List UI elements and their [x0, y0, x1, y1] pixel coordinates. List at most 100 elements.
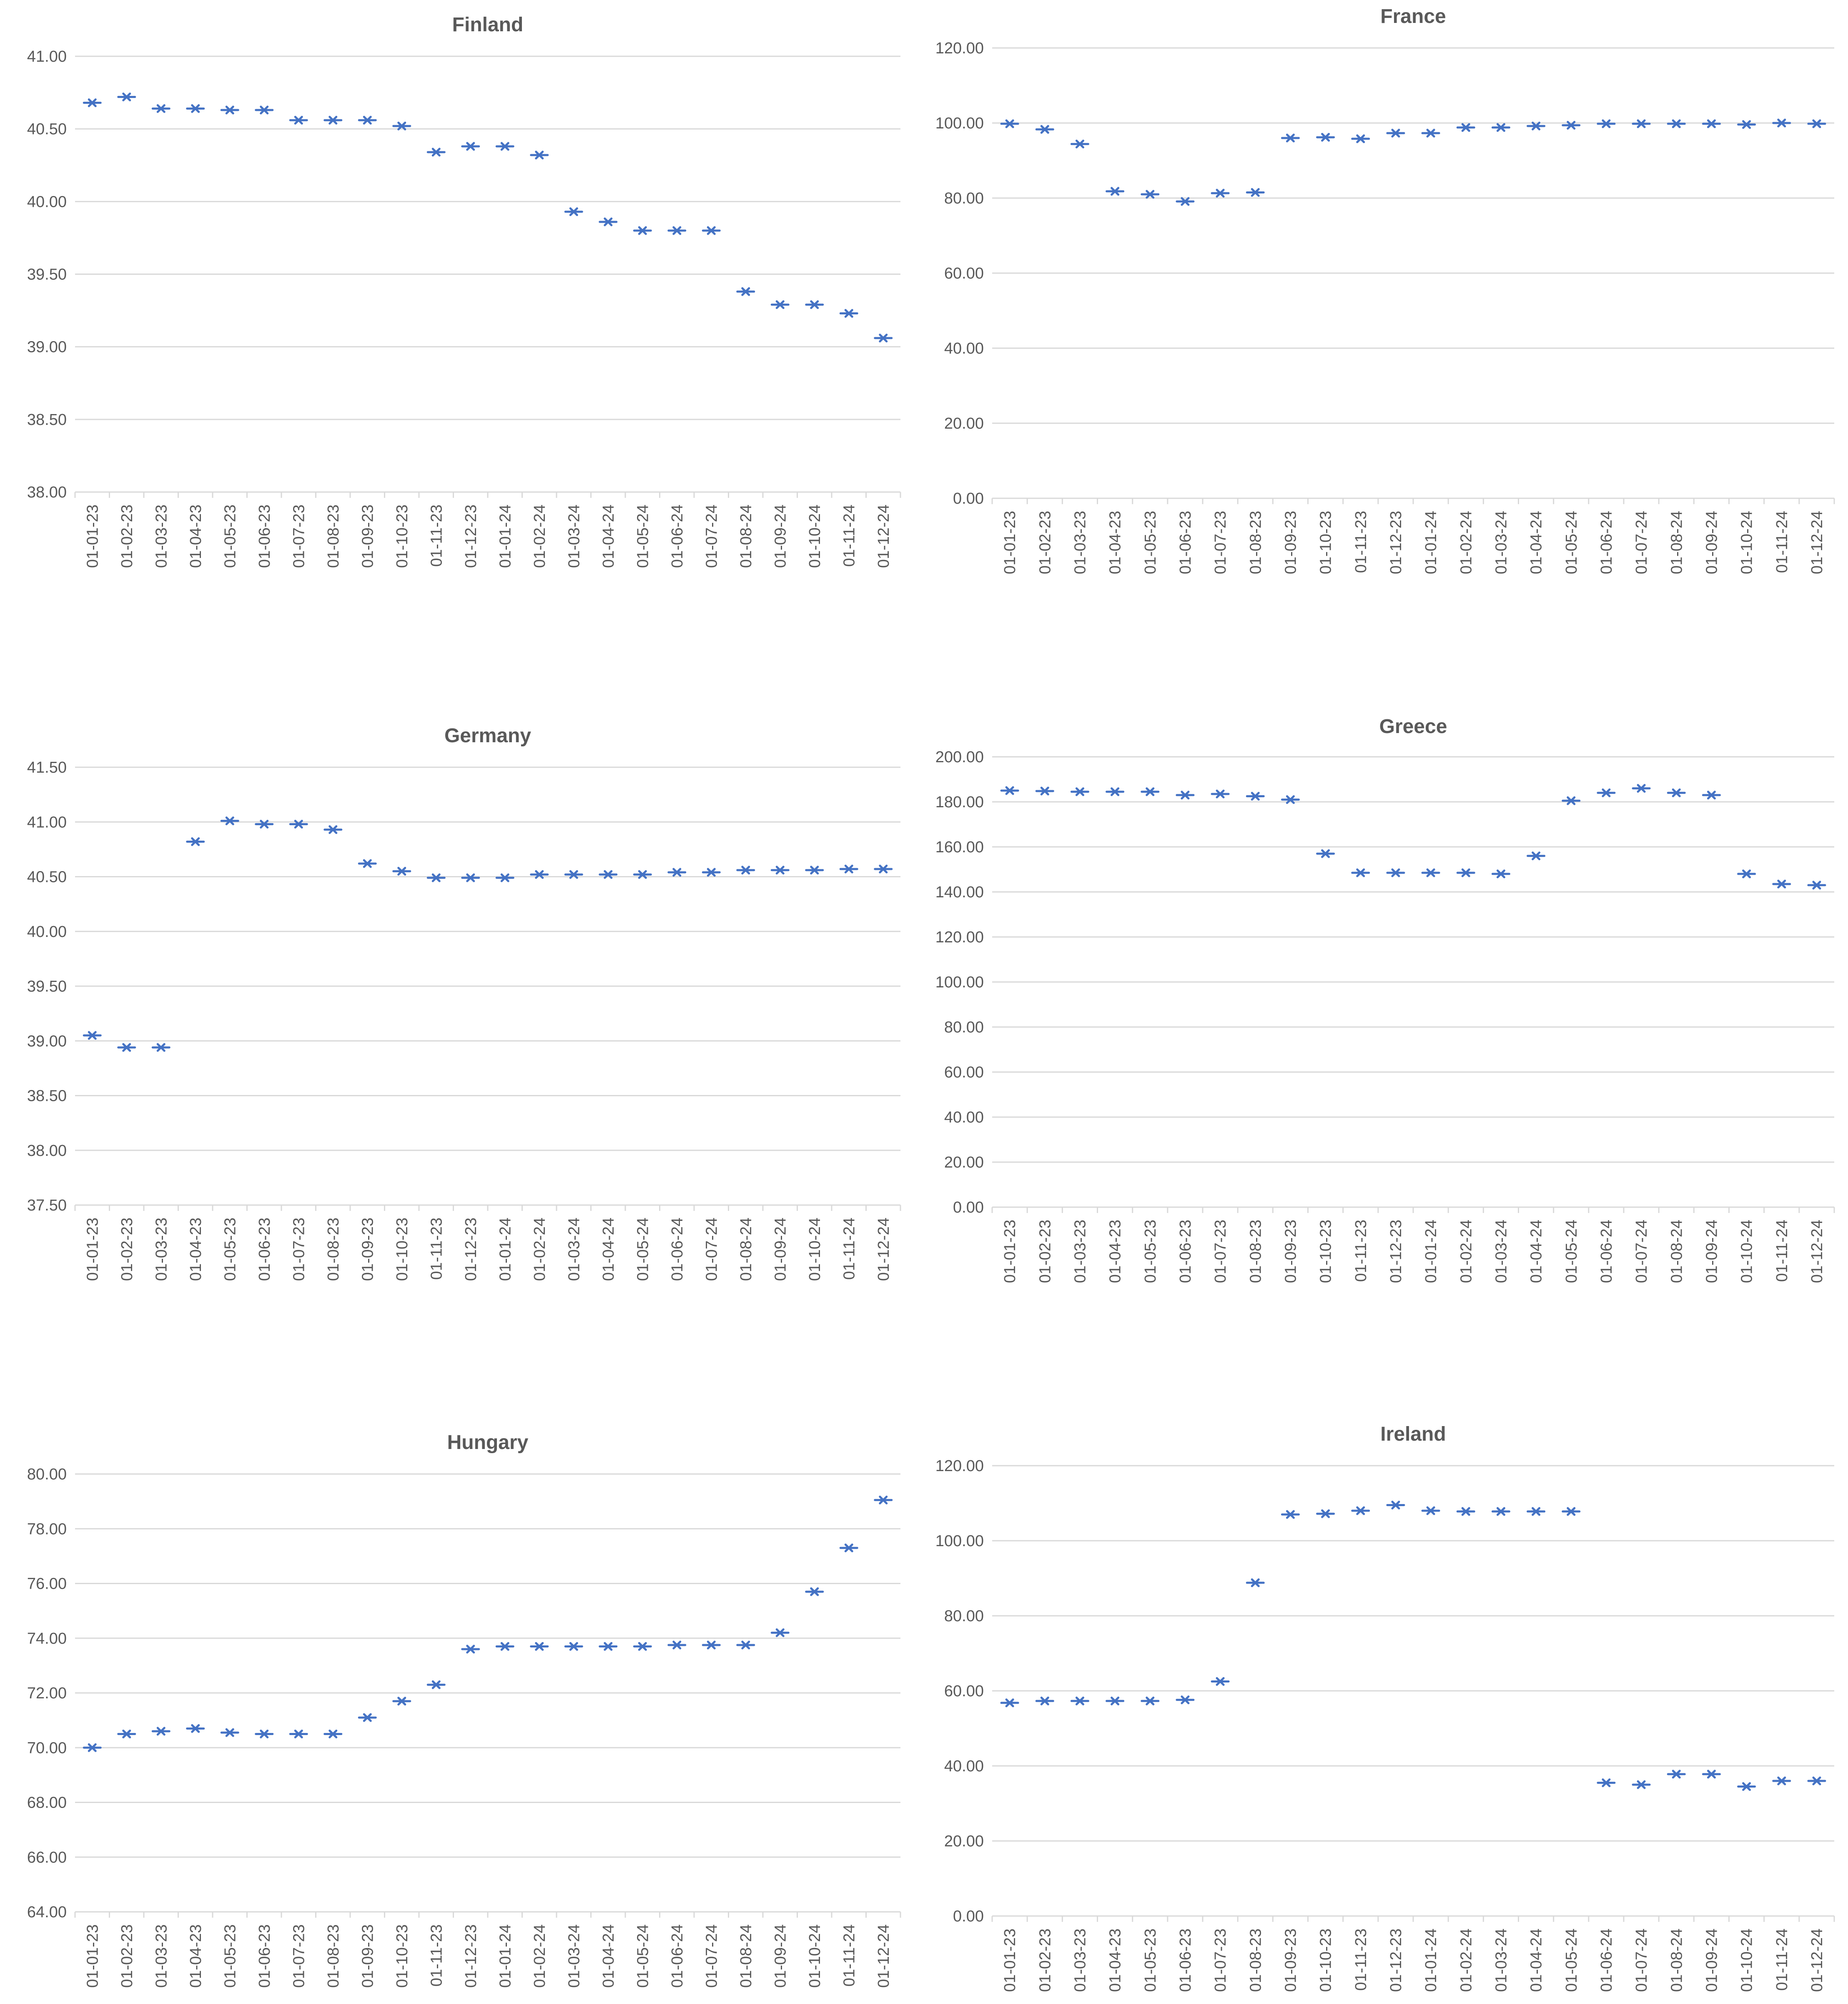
x-tick-label: 01-12-23	[462, 1924, 480, 1988]
x-tick-label: 01-06-23	[1177, 511, 1194, 574]
data-point	[83, 1031, 102, 1040]
x-tick-label: 01-11-24	[840, 505, 858, 567]
data-point	[495, 873, 514, 882]
x-tick-label: 01-08-24	[1668, 1220, 1685, 1283]
x-tick-label: 01-11-23	[428, 1218, 445, 1280]
marker-stroke	[1777, 118, 1786, 128]
x-tick-label: 01-08-23	[1247, 511, 1264, 574]
marker-stroke	[1461, 1507, 1470, 1516]
marker-stroke	[1812, 1776, 1821, 1786]
data-point	[1632, 784, 1651, 793]
data-point	[1176, 197, 1195, 206]
data-point	[1527, 851, 1546, 861]
marker-stroke	[1040, 1696, 1049, 1705]
x-tick-label: 01-11-24	[840, 1218, 858, 1280]
marker-stroke	[363, 116, 372, 125]
data-point	[1000, 786, 1019, 795]
x-tick-label: 01-10-24	[1738, 1929, 1756, 1992]
y-tick-label: 38.00	[27, 1142, 67, 1160]
marker-stroke	[1251, 1578, 1260, 1587]
chart-greece: Greece 200.00 180.00 160.00 140.00 120.00 100.…	[935, 716, 1835, 1283]
data-point	[736, 1640, 755, 1650]
x-tick-label: 01-11-24	[1773, 1929, 1791, 1991]
marker-stroke	[328, 825, 338, 834]
data-point	[1807, 1776, 1826, 1786]
marker-stroke	[1216, 188, 1225, 198]
marker-stroke	[1707, 1770, 1716, 1779]
marker-stroke	[1532, 1507, 1541, 1516]
chart-title: Finland	[452, 14, 524, 36]
data-point	[667, 226, 687, 235]
x-tick-label: 01-07-24	[703, 505, 720, 568]
data-point	[1316, 133, 1335, 142]
data-point	[1491, 1507, 1510, 1516]
x-tick-label: 01-04-24	[600, 1218, 617, 1281]
marker-stroke	[156, 1043, 165, 1052]
data-point	[426, 148, 446, 157]
marker-stroke	[535, 870, 544, 879]
marker-stroke	[122, 1729, 131, 1738]
marker-stroke	[638, 870, 647, 879]
data-point	[530, 870, 549, 879]
marker-stroke	[879, 864, 888, 874]
x-tick-label: 01-02-23	[1036, 1929, 1054, 1992]
x-tick-label: 01-10-23	[394, 505, 411, 568]
x-tick-label: 01-02-24	[531, 505, 549, 568]
x-tick-label: 01-11-23	[428, 1924, 445, 1986]
data-point	[186, 837, 205, 846]
marker-stroke	[1777, 1776, 1786, 1786]
y-tick-label: 80.00	[27, 1466, 67, 1483]
data-point	[1772, 1776, 1791, 1786]
data-point	[1211, 1677, 1230, 1686]
marker-stroke	[1672, 1770, 1681, 1779]
x-tick-label: 01-01-23	[1001, 1929, 1019, 1992]
chart-title: Greece	[1379, 716, 1447, 738]
data-point	[530, 151, 549, 160]
data-point	[839, 309, 858, 318]
data-point	[633, 1642, 652, 1651]
data-point	[1386, 1501, 1405, 1509]
marker-stroke	[191, 104, 200, 113]
y-tick-label: 38.00	[27, 484, 67, 501]
y-tick-label: 60.00	[944, 265, 984, 282]
x-tick-label: 01-05-24	[1563, 511, 1580, 574]
marker-stroke	[638, 1642, 647, 1651]
data-point	[1000, 1698, 1019, 1708]
data-point	[1211, 789, 1230, 799]
x-tick-label: 01-07-24	[703, 1924, 720, 1988]
data-point	[770, 866, 790, 875]
y-tick-label: 38.50	[27, 1087, 67, 1105]
data-point	[1176, 791, 1195, 800]
data-point	[599, 217, 618, 226]
marker-stroke	[1461, 123, 1470, 132]
data-point	[186, 104, 205, 113]
y-tick-label: 100.00	[935, 974, 984, 991]
x-tick-label: 01-01-24	[1422, 1220, 1440, 1283]
marker-stroke	[1567, 1507, 1576, 1516]
data-point	[736, 866, 755, 875]
marker-stroke	[810, 300, 819, 309]
data-point	[805, 300, 824, 309]
data-point	[1351, 868, 1370, 877]
y-tick-label: 20.00	[944, 1154, 984, 1171]
marker-stroke	[1602, 788, 1611, 797]
x-tick-label: 01-10-23	[1317, 1929, 1335, 1992]
y-tick-label: 80.00	[944, 190, 984, 207]
marker-stroke	[1461, 868, 1470, 877]
marker-stroke	[1532, 121, 1541, 131]
data-point	[358, 859, 377, 868]
data-point	[323, 116, 343, 125]
y-tick-label: 39.00	[27, 339, 67, 356]
data-point	[1491, 869, 1510, 879]
x-tick-label: 01-12-24	[1808, 1220, 1826, 1283]
x-tick-label: 01-04-24	[600, 1924, 617, 1988]
data-point	[1702, 1770, 1721, 1779]
marker-stroke	[500, 873, 509, 882]
y-tick-label: 41.00	[27, 814, 67, 831]
marker-stroke	[466, 142, 475, 151]
marker-stroke	[810, 1587, 819, 1596]
marker-stroke	[260, 820, 269, 829]
x-tick-label: 01-11-24	[1773, 511, 1791, 573]
data-point	[1562, 1507, 1581, 1516]
y-tick-label: 20.00	[944, 1833, 984, 1850]
